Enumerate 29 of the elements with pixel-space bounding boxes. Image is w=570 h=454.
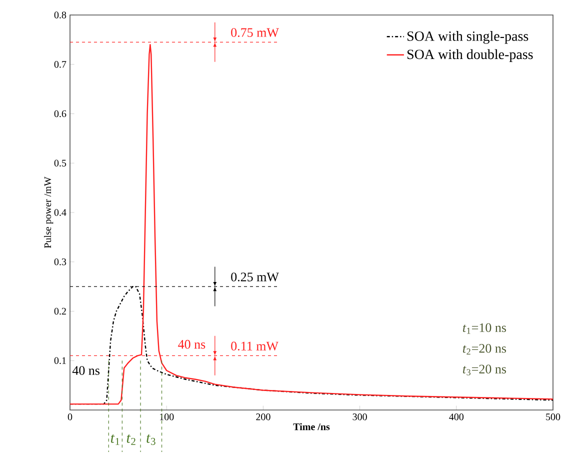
ref-line-label: 0.75 mW xyxy=(231,28,279,38)
annotation: 40 ns xyxy=(72,366,100,375)
legend-label: SOA with single-pass xyxy=(407,31,528,44)
ref-line-label: 0.25 mW xyxy=(231,272,279,282)
ref-line-label: t$_{1}$ xyxy=(110,434,120,445)
ref-line-label: 0.11 mW xyxy=(231,342,278,351)
y-tick-label: 0.4 xyxy=(54,209,66,216)
x-tick-label: 100 xyxy=(160,414,174,420)
legend-label: SOA with double-pass xyxy=(407,49,533,62)
y-axis-title: Pulse power /mW xyxy=(44,176,54,248)
annotation: t$_{2}$=20 ns xyxy=(462,344,506,355)
annotation: 40 ns xyxy=(178,340,206,349)
x-tick-label: 500 xyxy=(546,414,560,420)
y-tick-label: 0.3 xyxy=(54,258,66,266)
y-tick-label: 0.5 xyxy=(54,160,66,167)
x-tick-label: 400 xyxy=(449,414,464,420)
ref-line-label: t$_{2}$ xyxy=(126,434,136,445)
y-tick-label: 0.1 xyxy=(54,357,66,364)
x-axis-title: Time /ns xyxy=(293,423,330,430)
x-tick-label: 300 xyxy=(352,414,367,420)
annotation: t$_{1}$=10 ns xyxy=(462,323,506,334)
y-tick-label: 0.8 xyxy=(54,12,66,18)
annotation: t$_{3}$=20 ns xyxy=(462,364,506,376)
y-tick-label: 0.7 xyxy=(54,60,66,68)
y-tick-label: 0.2 xyxy=(54,308,66,315)
x-tick-label: 0 xyxy=(68,414,72,420)
y-tick-label: 0.6 xyxy=(54,110,66,118)
ref-line-label: t$_{3}$ xyxy=(146,434,156,445)
x-tick-label: 200 xyxy=(256,414,270,420)
